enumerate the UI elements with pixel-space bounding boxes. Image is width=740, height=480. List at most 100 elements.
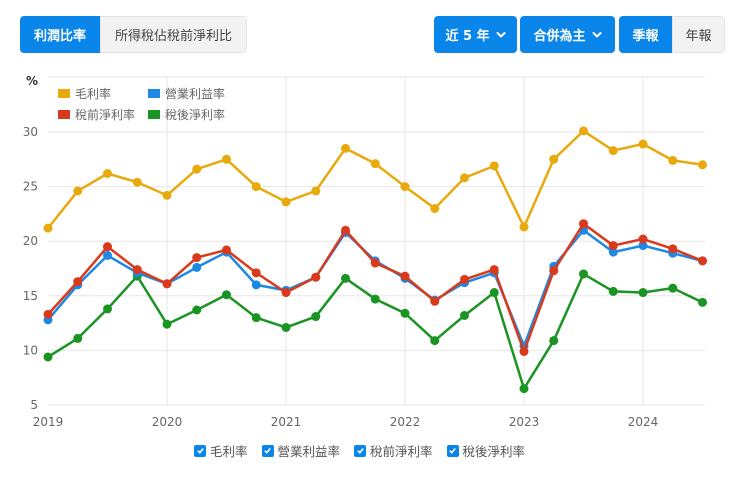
toggle-operating-margin[interactable]: 營業利益率 — [261, 441, 340, 460]
data-point[interactable] — [281, 197, 291, 207]
period-dropdown-label: 近 5 年 — [445, 29, 490, 44]
data-point[interactable] — [222, 290, 231, 300]
data-point[interactable] — [698, 256, 707, 266]
data-point[interactable] — [608, 241, 618, 251]
x-tick-label: 2023 — [509, 415, 540, 429]
data-point[interactable] — [103, 250, 112, 260]
data-point[interactable] — [668, 244, 678, 254]
chevron-down-icon — [496, 31, 506, 37]
data-point[interactable] — [430, 203, 440, 213]
data-point[interactable] — [370, 159, 380, 169]
data-point[interactable] — [549, 336, 559, 346]
data-point[interactable] — [251, 280, 261, 290]
data-point[interactable] — [132, 177, 142, 187]
data-point[interactable] — [222, 245, 231, 255]
data-point[interactable] — [43, 223, 53, 233]
data-point[interactable] — [192, 262, 202, 272]
tab-annual[interactable]: 年報 — [672, 16, 725, 53]
data-point[interactable] — [430, 296, 440, 306]
data-point[interactable] — [222, 154, 231, 164]
data-point[interactable] — [668, 155, 678, 165]
data-point[interactable] — [579, 269, 588, 279]
data-point[interactable] — [192, 305, 202, 315]
data-point[interactable] — [638, 288, 648, 298]
data-point[interactable] — [341, 273, 350, 283]
tab-quarterly[interactable]: 季報 — [619, 16, 672, 53]
x-tick-label: 2020 — [152, 415, 183, 429]
data-point[interactable] — [519, 222, 529, 232]
data-point[interactable] — [103, 304, 112, 314]
data-point[interactable] — [103, 168, 112, 178]
checkbox-checked-icon[interactable] — [354, 444, 367, 457]
data-point[interactable] — [519, 346, 529, 356]
data-point[interactable] — [400, 308, 410, 318]
data-point[interactable] — [608, 146, 618, 156]
legend-swatch — [148, 89, 160, 98]
data-point[interactable] — [73, 333, 83, 343]
data-point[interactable] — [638, 241, 648, 251]
toggle-gross-margin[interactable]: 毛利率 — [194, 441, 248, 460]
data-point[interactable] — [251, 182, 261, 192]
data-point[interactable] — [489, 265, 499, 275]
data-point[interactable] — [192, 164, 202, 174]
data-point[interactable] — [370, 258, 380, 268]
data-point[interactable] — [400, 182, 410, 192]
checkbox-checked-icon[interactable] — [261, 444, 274, 457]
profit-ratio-line-chart: 5 10 15 20 25 30 2019 2020 2021 2022 2023 2024 毛利率… — [23, 74, 707, 429]
data-point[interactable] — [73, 186, 83, 196]
data-point[interactable] — [281, 322, 291, 332]
series-toggles: 毛利率 營業利益率 稅前淨利率 稅後淨利率 — [194, 441, 525, 460]
data-point[interactable] — [579, 219, 588, 229]
data-point[interactable] — [549, 154, 559, 164]
data-point[interactable] — [549, 266, 559, 276]
data-point[interactable] — [251, 268, 261, 278]
data-point[interactable] — [400, 271, 410, 281]
data-point[interactable] — [103, 242, 112, 252]
data-point[interactable] — [460, 173, 469, 183]
data-point[interactable] — [668, 283, 678, 293]
data-point[interactable] — [192, 253, 202, 263]
data-point[interactable] — [430, 336, 440, 346]
period-dropdown[interactable]: 近 5 年 — [434, 16, 517, 53]
checkbox-checked-icon[interactable] — [194, 444, 206, 457]
data-point[interactable] — [311, 186, 321, 196]
data-point[interactable] — [251, 313, 261, 323]
consolidation-dropdown[interactable]: 合併為主 — [520, 16, 615, 53]
data-point[interactable] — [162, 319, 172, 329]
toggle-pretax-margin[interactable]: 稅前淨利率 — [354, 441, 433, 460]
data-point[interactable] — [460, 310, 469, 320]
tab-tax-ratio[interactable]: 所得稅佔稅前淨利比 — [100, 16, 247, 53]
data-point[interactable] — [311, 312, 321, 322]
chart-grid — [48, 76, 705, 406]
data-point[interactable] — [579, 126, 588, 136]
y-tick-label: 10 — [23, 343, 38, 357]
data-point[interactable] — [638, 139, 648, 149]
data-point[interactable] — [162, 190, 172, 200]
data-point[interactable] — [608, 247, 618, 257]
data-point[interactable] — [311, 272, 321, 282]
data-point[interactable] — [43, 309, 53, 319]
data-point[interactable] — [341, 225, 350, 235]
data-point[interactable] — [281, 288, 291, 298]
data-point[interactable] — [489, 288, 499, 298]
toggle-aftertax-margin[interactable]: 稅後淨利率 — [446, 441, 525, 460]
data-point[interactable] — [698, 297, 707, 307]
data-point[interactable] — [519, 384, 529, 394]
tab-profit-ratio[interactable]: 利潤比率 — [20, 16, 100, 53]
data-point[interactable] — [132, 265, 142, 275]
data-point[interactable] — [698, 160, 707, 170]
series-line — [43, 126, 707, 233]
series-line — [43, 219, 707, 356]
checkbox-checked-icon[interactable] — [446, 444, 459, 457]
data-point[interactable] — [73, 277, 83, 287]
data-point[interactable] — [608, 286, 618, 296]
data-point[interactable] — [489, 161, 499, 171]
data-point[interactable] — [370, 294, 380, 304]
data-point[interactable] — [638, 234, 648, 244]
data-point[interactable] — [43, 352, 53, 362]
x-axis: 2019 2020 2021 2022 2023 2024 — [33, 415, 659, 429]
data-point[interactable] — [341, 143, 350, 153]
data-point[interactable] — [162, 279, 172, 289]
data-point[interactable] — [460, 274, 469, 284]
